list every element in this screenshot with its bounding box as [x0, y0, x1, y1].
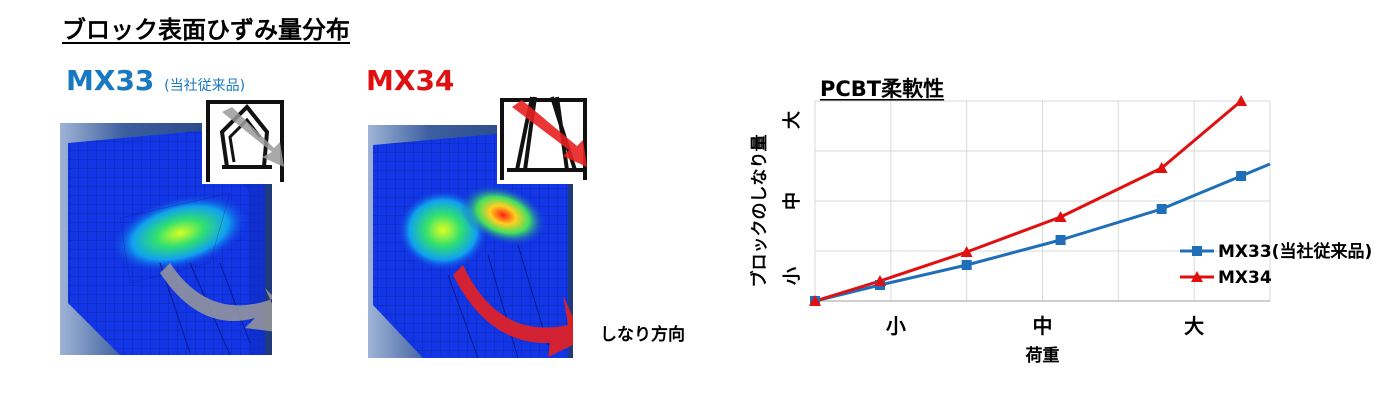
legend-marker	[1191, 271, 1203, 282]
x-tick-label: 中	[1033, 314, 1053, 338]
data-point	[961, 260, 972, 270]
y-tick-label: 中	[781, 192, 803, 210]
y-tick-label: 小	[782, 267, 803, 285]
x-tick-label: 小	[886, 314, 906, 338]
data-point	[874, 275, 886, 286]
data-point	[1054, 211, 1067, 222]
mx33-title: MX33 (当社従来品)	[66, 64, 245, 97]
data-point	[1235, 95, 1248, 106]
mx33-name: MX33	[66, 64, 155, 97]
data-point	[1156, 204, 1167, 214]
mx33-simulation-image	[60, 123, 272, 355]
mx34-title: MX34	[366, 64, 455, 97]
curved-arrow-icon	[160, 263, 272, 332]
series-line-mx34	[814, 99, 1243, 303]
chart-title: PCBT柔軟性	[820, 77, 945, 101]
mx34-simulation-image	[368, 125, 573, 358]
data-point	[809, 295, 821, 306]
series-line-mx33	[814, 174, 1242, 303]
x-tick-label: 大	[1184, 314, 1204, 338]
curved-arrow-icon	[453, 265, 573, 357]
data-point	[1236, 171, 1247, 181]
chart-grid	[814, 100, 1271, 302]
flexibility-chart: 小中大小中大荷重ブロックのしなり量 MX33(当社従来品)MX34	[749, 95, 1372, 366]
chart-legend: MX33(当社従来品) MX34	[1180, 241, 1372, 288]
mx33-note: (当社従来品)	[164, 78, 246, 94]
x-axis-title: 荷重	[1026, 345, 1060, 366]
legend-marker	[1192, 246, 1202, 256]
y-tick-label: 大	[781, 111, 803, 129]
y-axis-title: ブロックのしなり量	[749, 135, 770, 288]
deformation-inset-icon	[497, 92, 591, 184]
bend-direction-label: しなり方向	[600, 325, 685, 345]
data-point	[1055, 235, 1066, 245]
data-point	[960, 246, 973, 257]
legend-label: MX34	[1218, 268, 1272, 288]
page-title: ブロック表面ひずみ量分布	[62, 16, 350, 44]
deformation-inset-icon	[202, 92, 290, 184]
data-point	[1155, 162, 1168, 173]
legend-label: MX33(当社従来品)	[1218, 241, 1372, 262]
